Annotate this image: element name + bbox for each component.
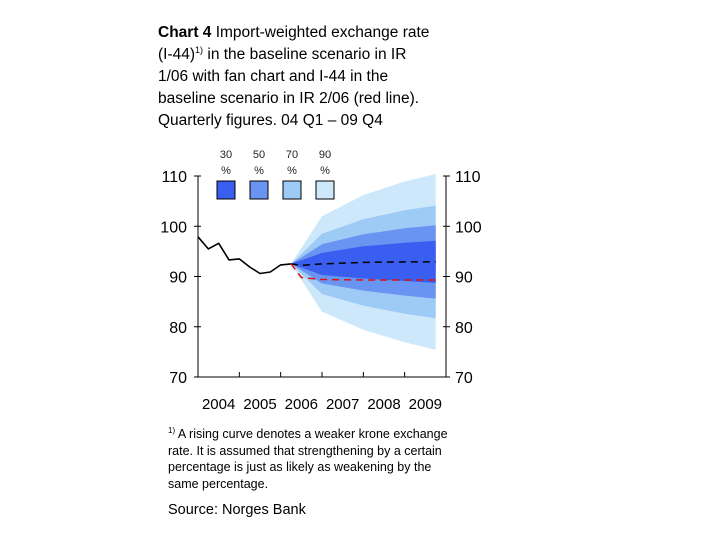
- x-tick-label-2007: 2007: [326, 396, 359, 413]
- title-line-2-pre: (I-44): [158, 46, 196, 63]
- y-tick-label-left-70: 70: [169, 370, 187, 387]
- y-tick-label-right-100: 100: [455, 219, 482, 236]
- title-line-3: 1/06 with fan chart and I-44 in the: [158, 68, 389, 85]
- series-line-1: [290, 261, 436, 267]
- source-note: Source: Norges Bank: [168, 502, 306, 518]
- footnote-marker: 1): [168, 426, 176, 435]
- legend-label-70: 70: [286, 149, 298, 161]
- title-footnote-marker: 1): [195, 45, 204, 55]
- legend-label-90: 90: [319, 149, 331, 161]
- y-tick-label-right-70: 70: [455, 370, 473, 387]
- x-tick-label-2004: 2004: [202, 396, 235, 413]
- x-tick-label-2008: 2008: [367, 396, 400, 413]
- legend-swatch-50: [249, 180, 269, 200]
- legend-unit-50: %: [254, 165, 264, 177]
- y-tick-label-right-90: 90: [455, 270, 473, 287]
- title-line-5: Quarterly figures. 04 Q1 – 09 Q4: [158, 112, 383, 129]
- legend-unit-30: %: [221, 165, 231, 177]
- legend-label-50: 50: [253, 149, 265, 161]
- title-line-1: Import-weighted exchange rate: [215, 24, 430, 41]
- series-line-2: [290, 263, 436, 281]
- chart-title: Chart 4 Import-weighted exchange rate (I…: [158, 22, 498, 132]
- y-tick-label-right-80: 80: [455, 320, 473, 337]
- legend-swatch-70: [282, 180, 302, 200]
- title-line-4: baseline scenario in IR 2/06 (red line).: [158, 90, 420, 107]
- series-line-0: [197, 236, 292, 275]
- y-tick-label-left-100: 100: [160, 219, 187, 236]
- legend: 30% 50% 70% 90%: [216, 149, 335, 200]
- legend-label-30: 30: [220, 149, 232, 161]
- footnote-line-3: percentage is just as likely as weakenin…: [168, 460, 432, 474]
- x-tick-label-2006: 2006: [285, 396, 318, 413]
- legend-swatch-90: [315, 180, 335, 200]
- legend-unit-70: %: [287, 165, 297, 177]
- axes: 70 70 80 80 90 90 100 100 110 110 2004 2005 2006 2007…: [160, 169, 482, 413]
- y-tick-label-left-90: 90: [169, 270, 187, 287]
- chart-number: Chart 4: [158, 24, 212, 41]
- y-tick-label-left-110: 110: [161, 169, 187, 186]
- footnote-line-2: rate. It is assumed that strengthening b…: [168, 443, 442, 458]
- x-tick-label-2005: 2005: [243, 396, 276, 413]
- x-tick-label-2009: 2009: [409, 396, 442, 413]
- footnote-line-1: A rising curve denotes a weaker krone ex…: [177, 427, 448, 441]
- legend-swatch-30: [216, 180, 236, 200]
- footnote: 1) A rising curve denotes a weaker krone…: [168, 426, 498, 492]
- footnote-line-4: same percentage.: [168, 476, 269, 491]
- title-line-2-post: in the baseline scenario in IR: [207, 46, 407, 63]
- y-tick-label-right-110: 110: [455, 169, 481, 186]
- legend-unit-90: %: [320, 165, 330, 177]
- y-tick-label-left-80: 80: [169, 320, 187, 337]
- series-group: [197, 236, 436, 281]
